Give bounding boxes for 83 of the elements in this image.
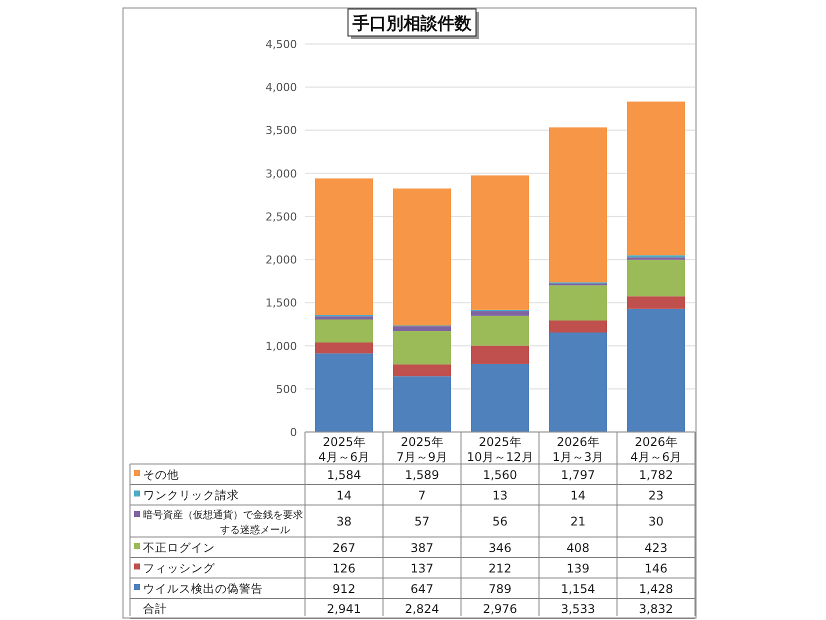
text: 3,832 xyxy=(638,602,674,616)
y-tick-label: 1,000 xyxy=(266,340,297,353)
data-label: 21 xyxy=(570,514,586,528)
data-label: 267 xyxy=(332,540,356,555)
bar xyxy=(549,320,607,332)
text: 2,941 xyxy=(326,602,362,616)
bar xyxy=(315,342,373,354)
data-label: 1,584 xyxy=(326,468,362,482)
y-tick-label: 1,500 xyxy=(266,296,297,310)
data-label: 56 xyxy=(492,514,508,528)
data-label: 789 xyxy=(488,582,512,596)
data-label: 408 xyxy=(566,540,590,555)
text: 2,976 xyxy=(482,602,518,616)
bar xyxy=(393,331,451,364)
data-label: 139 xyxy=(566,561,590,576)
bar xyxy=(549,127,607,282)
data-label: 1,154 xyxy=(560,582,596,596)
y-tick-label: 3,500 xyxy=(266,124,297,138)
data-label: 38 xyxy=(336,514,352,528)
text: 2,824 xyxy=(404,602,440,616)
bar xyxy=(627,102,685,256)
text: 合計 xyxy=(143,602,167,616)
legend-label: 不正ログイン xyxy=(143,540,215,554)
data-label: 1,797 xyxy=(560,468,596,482)
data-label: 13 xyxy=(492,488,508,502)
bar xyxy=(393,364,451,376)
bar xyxy=(471,175,529,310)
data-label: 1,589 xyxy=(404,468,440,482)
legend-label: フィッシング xyxy=(143,561,216,575)
data-label: 647 xyxy=(410,582,434,596)
y-tick-label: 0 xyxy=(290,426,297,439)
y-tick-label: 4,000 xyxy=(266,81,297,94)
bar xyxy=(315,178,373,315)
x-tick-label: 2025年 4月～6月 xyxy=(318,435,370,464)
data-label: 912 xyxy=(332,582,356,596)
data-label: 212 xyxy=(488,561,512,576)
data-label: 14 xyxy=(570,488,586,502)
bar xyxy=(471,311,529,316)
bar xyxy=(471,316,529,346)
text: 3,533 xyxy=(560,602,596,616)
data-label: 423 xyxy=(644,540,668,555)
bar xyxy=(315,353,373,432)
bar xyxy=(315,319,373,342)
bar xyxy=(471,346,529,364)
x-tick-label: 2026年 4月～6月 xyxy=(630,435,682,464)
y-tick-label: 2,500 xyxy=(266,210,297,224)
data-label: 57 xyxy=(414,514,430,528)
title: 手口別相談件数 xyxy=(348,8,479,39)
legend-label: その他 xyxy=(143,468,179,482)
bar xyxy=(393,376,451,432)
data-label: 14 xyxy=(336,488,352,502)
data-label: 1,560 xyxy=(482,468,518,482)
legend-label: 暗号資産（仮想通貨）で金銭を要求する迷惑メール xyxy=(143,509,303,536)
data-label: 7 xyxy=(418,488,426,502)
data-label: 146 xyxy=(644,561,668,576)
data-label: 346 xyxy=(488,540,512,555)
bar xyxy=(549,285,607,321)
y-tick-label: 3,000 xyxy=(266,167,297,180)
x-tick-label: 2025年 7月～9月 xyxy=(396,435,448,464)
x-tick-label: 2025年 10月～12月 xyxy=(466,435,534,464)
bar xyxy=(393,326,451,332)
bar xyxy=(627,296,685,309)
bar xyxy=(627,260,685,296)
data-label: 126 xyxy=(332,561,356,576)
y-tick-label: 500 xyxy=(276,382,297,396)
y-tick-label: 4,500 xyxy=(266,38,297,51)
legend-label: ウイルス検出の偽警告 xyxy=(143,582,263,596)
data-label: 30 xyxy=(648,514,664,528)
data-label: 387 xyxy=(410,540,434,555)
bar xyxy=(471,364,529,432)
data-label: 137 xyxy=(410,561,434,576)
y-tick-label: 2,000 xyxy=(266,254,297,267)
data-label: 1,428 xyxy=(638,582,674,596)
x-tick-label: 2026年 1月～3月 xyxy=(552,435,604,464)
bar xyxy=(549,332,607,432)
bar xyxy=(393,188,451,326)
bar xyxy=(315,316,373,320)
bar xyxy=(627,257,685,260)
legend-label: ワンクリック請求 xyxy=(143,488,239,502)
bar xyxy=(627,308,685,432)
data-label: 23 xyxy=(648,488,664,502)
data-label: 1,782 xyxy=(638,468,674,482)
chart-title: 手口別相談件数 xyxy=(352,14,472,34)
